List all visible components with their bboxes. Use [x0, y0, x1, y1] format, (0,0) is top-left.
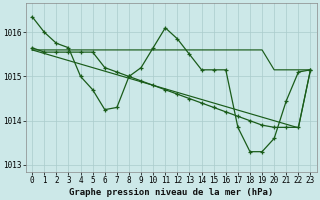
- X-axis label: Graphe pression niveau de la mer (hPa): Graphe pression niveau de la mer (hPa): [69, 188, 274, 197]
